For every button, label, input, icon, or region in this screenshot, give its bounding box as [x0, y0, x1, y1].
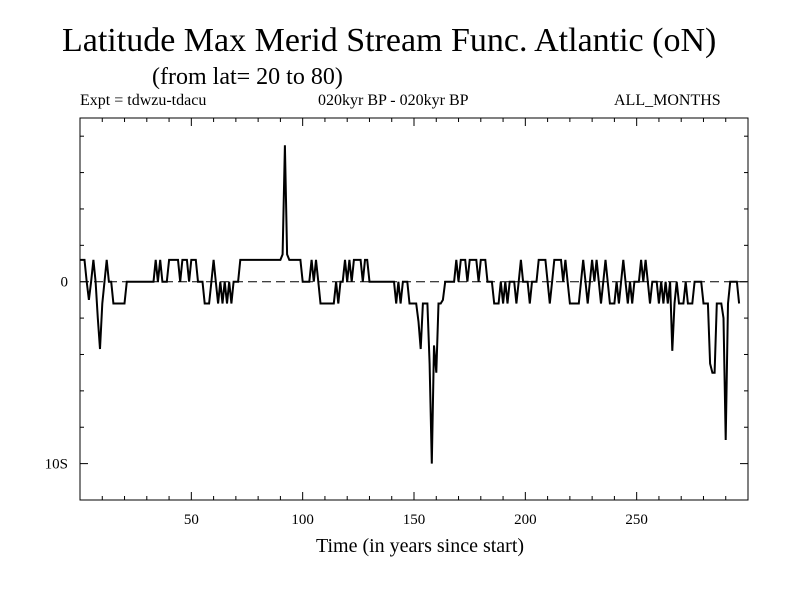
x-tick-label: 50 — [184, 512, 199, 528]
time-range-label: 020kyr BP - 020kyr BP — [318, 92, 469, 109]
months-label: ALL_MONTHS — [614, 92, 721, 109]
x-tick-label: 150 — [403, 512, 426, 528]
plot-frame — [79, 117, 749, 501]
x-axis-label: Time (in years since start) — [316, 535, 524, 557]
x-tick-label: 200 — [514, 512, 537, 528]
chart-subtitle: (from lat= 20 to 80) — [152, 64, 343, 90]
y-tick-label: 0 — [61, 275, 69, 291]
x-tick-label: 100 — [291, 512, 314, 528]
series-line — [80, 145, 741, 464]
experiment-label: Expt = tdwzu-tdacu — [80, 92, 207, 109]
y-tick-label: 10S — [45, 457, 68, 473]
chart-title: Latitude Max Merid Stream Func. Atlantic… — [62, 22, 717, 59]
x-tick-label: 250 — [625, 512, 648, 528]
